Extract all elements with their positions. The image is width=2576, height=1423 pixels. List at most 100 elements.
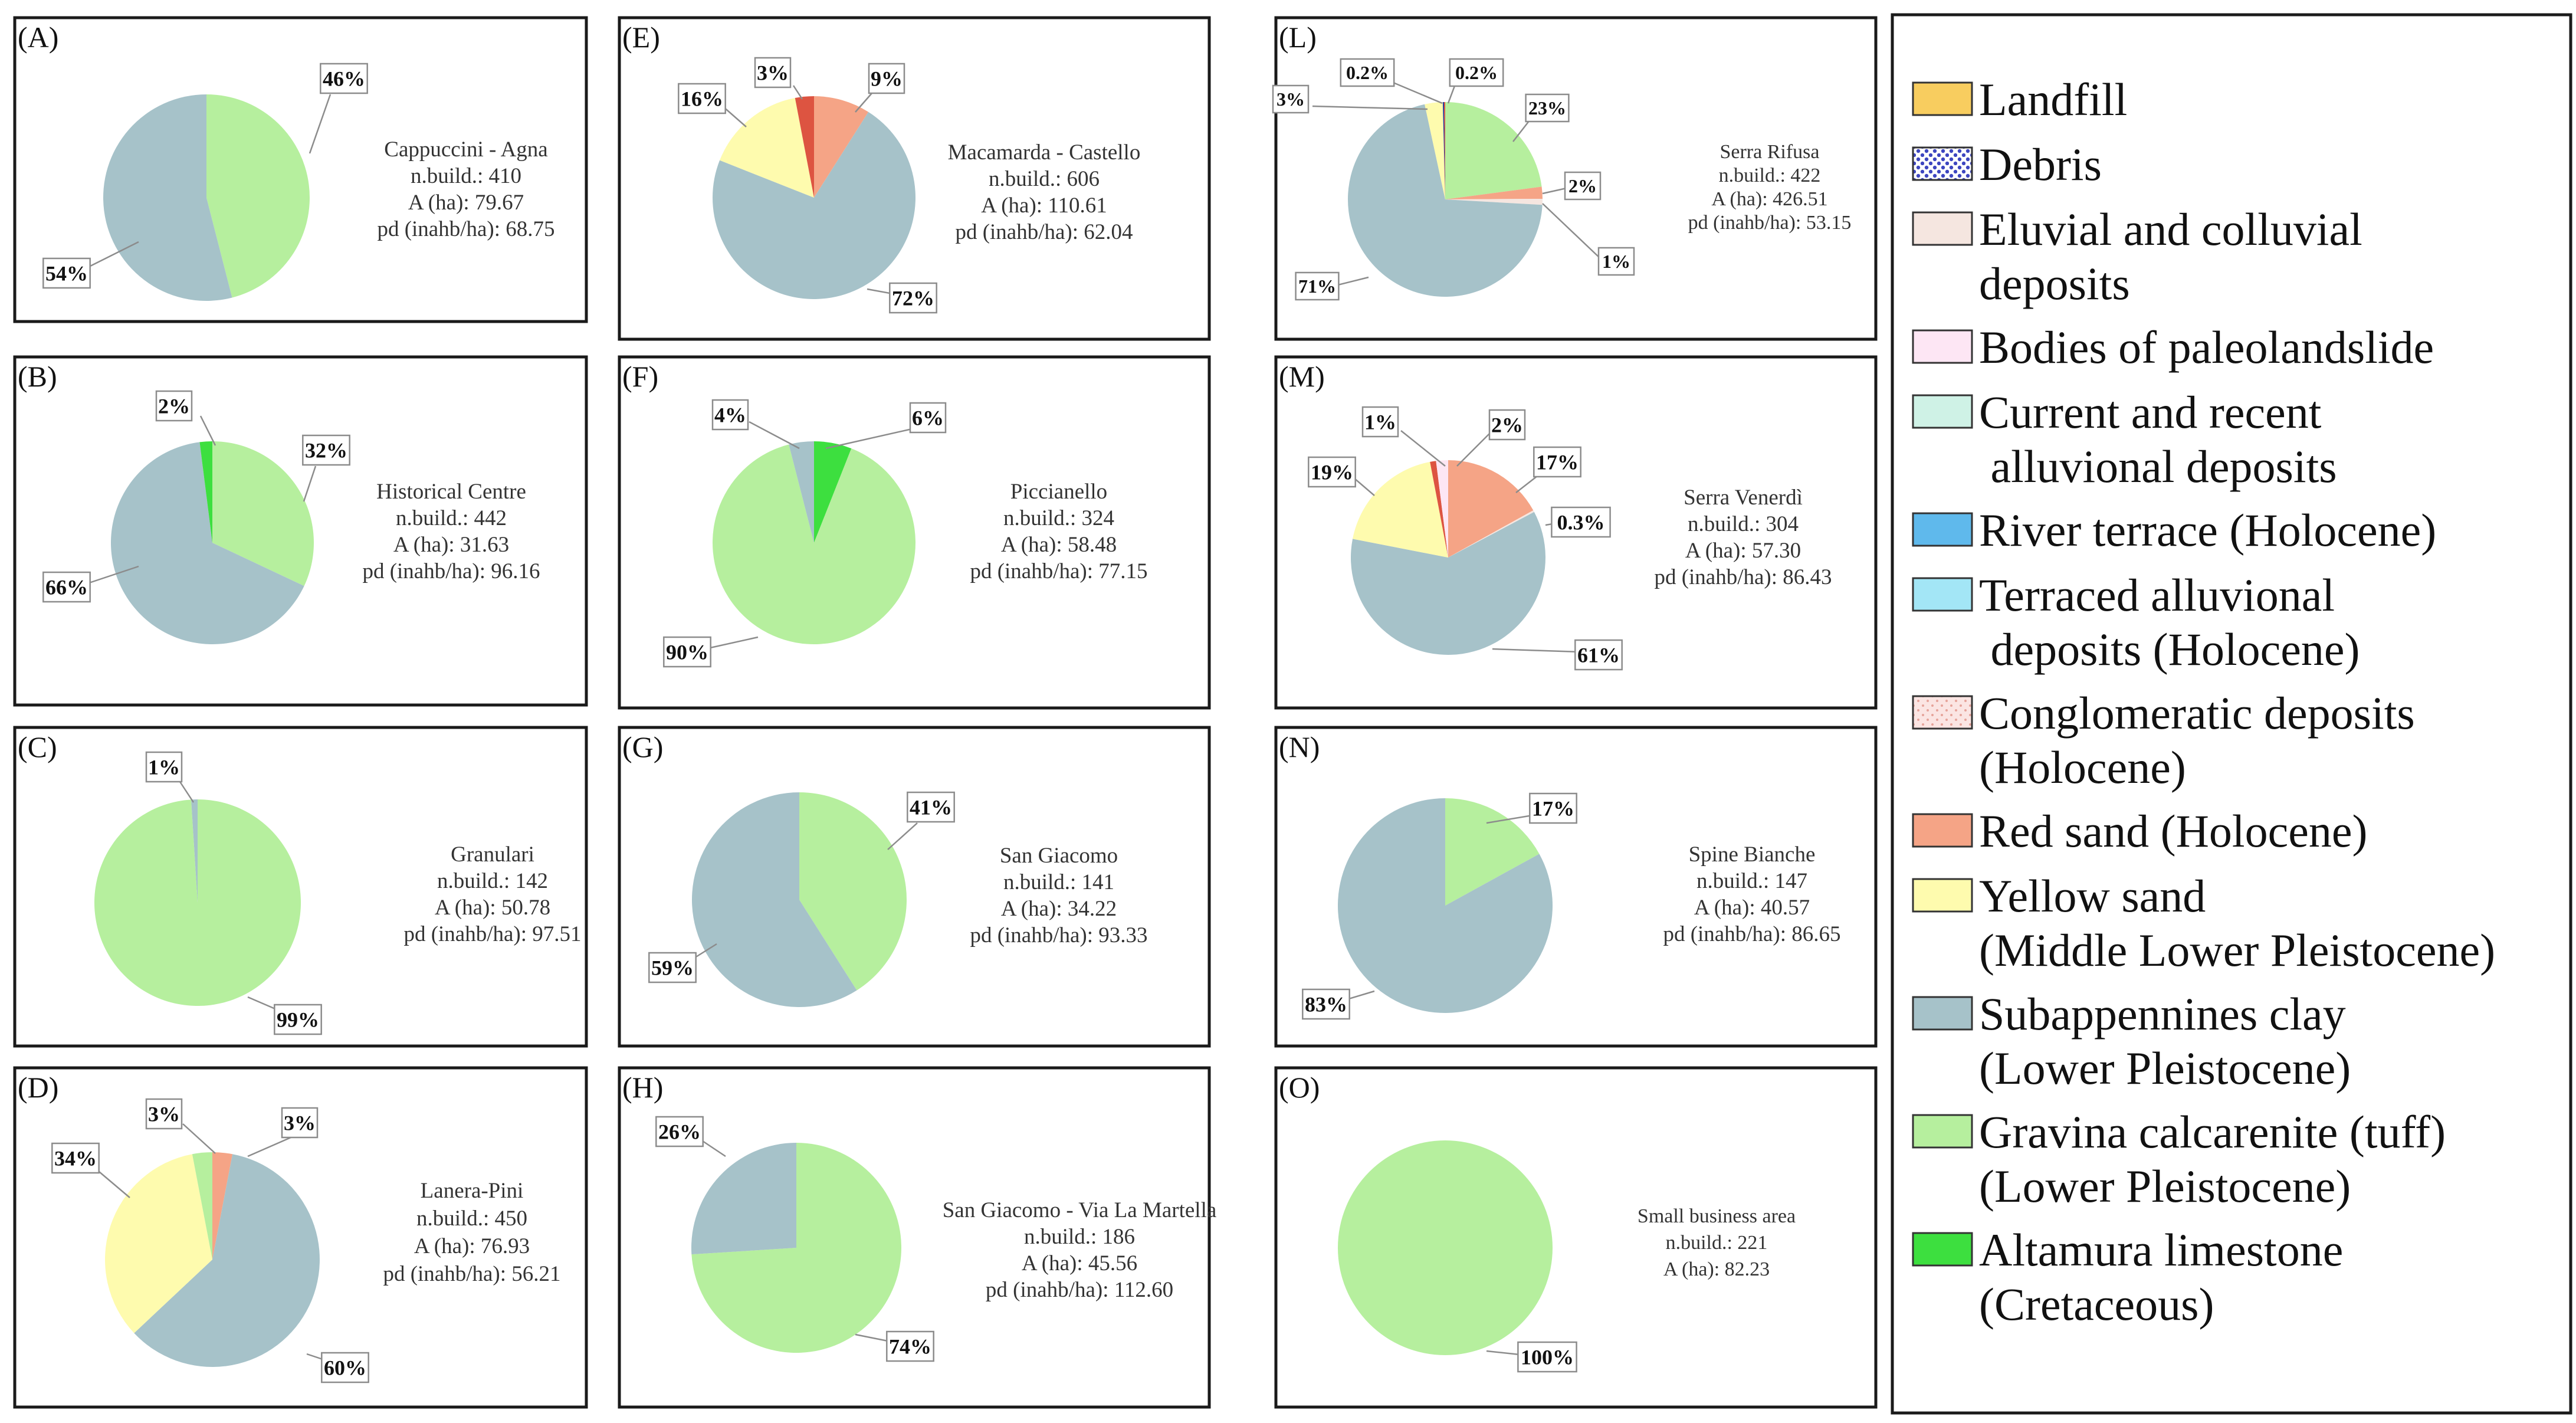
leader-line (1400, 430, 1446, 467)
legend-label: Conglomeratic deposits (1979, 687, 2415, 739)
data-label: 66% (42, 565, 139, 603)
pie-slice (1425, 102, 1445, 199)
pie-slice (192, 1152, 212, 1260)
label-box (302, 434, 350, 466)
pie-slice (1442, 102, 1445, 199)
slice-label: 41% (910, 796, 952, 819)
label-box (1295, 271, 1340, 301)
legend-label: alluvional deposits (1979, 441, 2337, 492)
legend-label: (Lower Pleistocene) (1979, 1042, 2351, 1094)
slice-label: 1% (148, 756, 180, 779)
slice-label: 1% (1602, 251, 1630, 272)
slice-label: 17% (1536, 451, 1579, 474)
chart-info-line: A (ha): 45.56 (1022, 1251, 1137, 1276)
slice-label: 9% (871, 67, 903, 91)
legend-label: Terraced alluvional (1979, 569, 2335, 621)
chart-info-line: n.build.: 606 (989, 167, 1100, 191)
slice-label: 17% (1532, 797, 1574, 821)
leader-line (722, 106, 747, 127)
pie-slice (814, 96, 869, 198)
slice-label: 23% (1528, 97, 1566, 119)
slice-label: 0.2% (1455, 62, 1498, 83)
data-label: 3% (1272, 84, 1428, 114)
pie-slice (1338, 1140, 1553, 1355)
data-label: 2% (1456, 409, 1526, 467)
chart-title: Granulari (451, 842, 534, 867)
pie-slice (134, 1154, 320, 1368)
slice-label: 2% (158, 395, 190, 418)
data-label: 0.2% (1340, 58, 1443, 104)
chart-panel: (D) 3% 60% 34% 3% Lanera-Pini n.build.: 450 A (… (13, 1066, 588, 1409)
data-label: 3% (145, 1098, 216, 1154)
data-label: 74% (855, 1330, 934, 1362)
data-label: 72% (867, 282, 937, 314)
chart-info-line: n.build.: 147 (1696, 869, 1807, 893)
chart-info-line: n.build.: 450 (416, 1206, 527, 1231)
panel-letter: (H) (622, 1071, 663, 1104)
chart-info-line: A (ha): 40.57 (1694, 896, 1810, 920)
chart-info-line: n.build.: 422 (1719, 165, 1821, 186)
pie-slice (713, 112, 916, 299)
legend-label: (Holocene) (1979, 742, 2186, 793)
pie-slice (712, 444, 915, 644)
legend-label: Debris (1979, 139, 2102, 190)
chart-info-line: A (ha): 82.23 (1663, 1258, 1770, 1280)
slice-label: 3% (1276, 88, 1305, 110)
data-label: 17% (1486, 792, 1577, 824)
chart-info-line: pd (inahb/ha): 86.65 (1663, 922, 1840, 946)
leader-line (303, 465, 317, 502)
pie-slice (1436, 460, 1448, 558)
legend-label: Landfill (1979, 74, 2127, 125)
chart-panel: (H) 74% 26% San Giacomo - Via La Martella n.… (618, 1066, 1216, 1409)
chart-info-line: A (ha): 426.51 (1711, 188, 1827, 210)
legend-swatch (1912, 878, 1973, 913)
label-box (1529, 792, 1577, 824)
chart-title: Spine Bianche (1689, 842, 1816, 867)
label-box (1517, 1341, 1577, 1373)
data-label: 100% (1486, 1341, 1577, 1373)
slice-label: 0.2% (1346, 62, 1389, 83)
panel-letter: (E) (622, 21, 660, 54)
pie-slice (691, 1143, 796, 1255)
legend-swatch (1912, 512, 1973, 547)
chart-info-line: pd (inahb/ha): 93.33 (970, 923, 1147, 947)
label-box (663, 636, 711, 668)
panel-letter: (G) (622, 730, 663, 763)
data-label: 6% (825, 402, 947, 450)
legend-swatch (1912, 211, 1973, 246)
slice-label: 6% (912, 406, 944, 430)
legend-swatch (1912, 695, 1973, 730)
legend-item: Landfill (1912, 74, 2127, 125)
chart-title: Cappuccini - Agna (384, 137, 547, 162)
pie-slice (1445, 798, 1540, 906)
leader-line (199, 415, 216, 446)
leader-line (792, 85, 803, 100)
slice-label: 0.3% (1557, 511, 1605, 535)
legend-label: (Cretaceous) (1979, 1278, 2214, 1330)
pie-slice (191, 799, 198, 903)
chart-info-line: n.build.: 410 (411, 164, 521, 188)
label-box (754, 57, 792, 88)
panel-letter: (L) (1279, 21, 1317, 54)
chart-info-line: n.build.: 442 (396, 506, 507, 530)
label-box (907, 791, 955, 823)
label-box (889, 282, 937, 314)
pie-slice (1348, 104, 1543, 297)
chart-info-line: n.build.: 186 (1024, 1225, 1135, 1249)
pie-slice (1338, 798, 1553, 1014)
chart-info-line: pd (inahb/ha): 96.16 (362, 559, 540, 583)
pie-slice (799, 792, 907, 991)
pie-slice (94, 799, 301, 1006)
leader-line (749, 421, 800, 450)
label-box (145, 1098, 183, 1130)
leader-line (182, 1123, 216, 1154)
data-label: 34% (51, 1142, 130, 1198)
legend-swatch (1912, 329, 1973, 364)
label-box (145, 751, 183, 783)
chart-info-line: A (ha): 31.63 (393, 533, 509, 557)
